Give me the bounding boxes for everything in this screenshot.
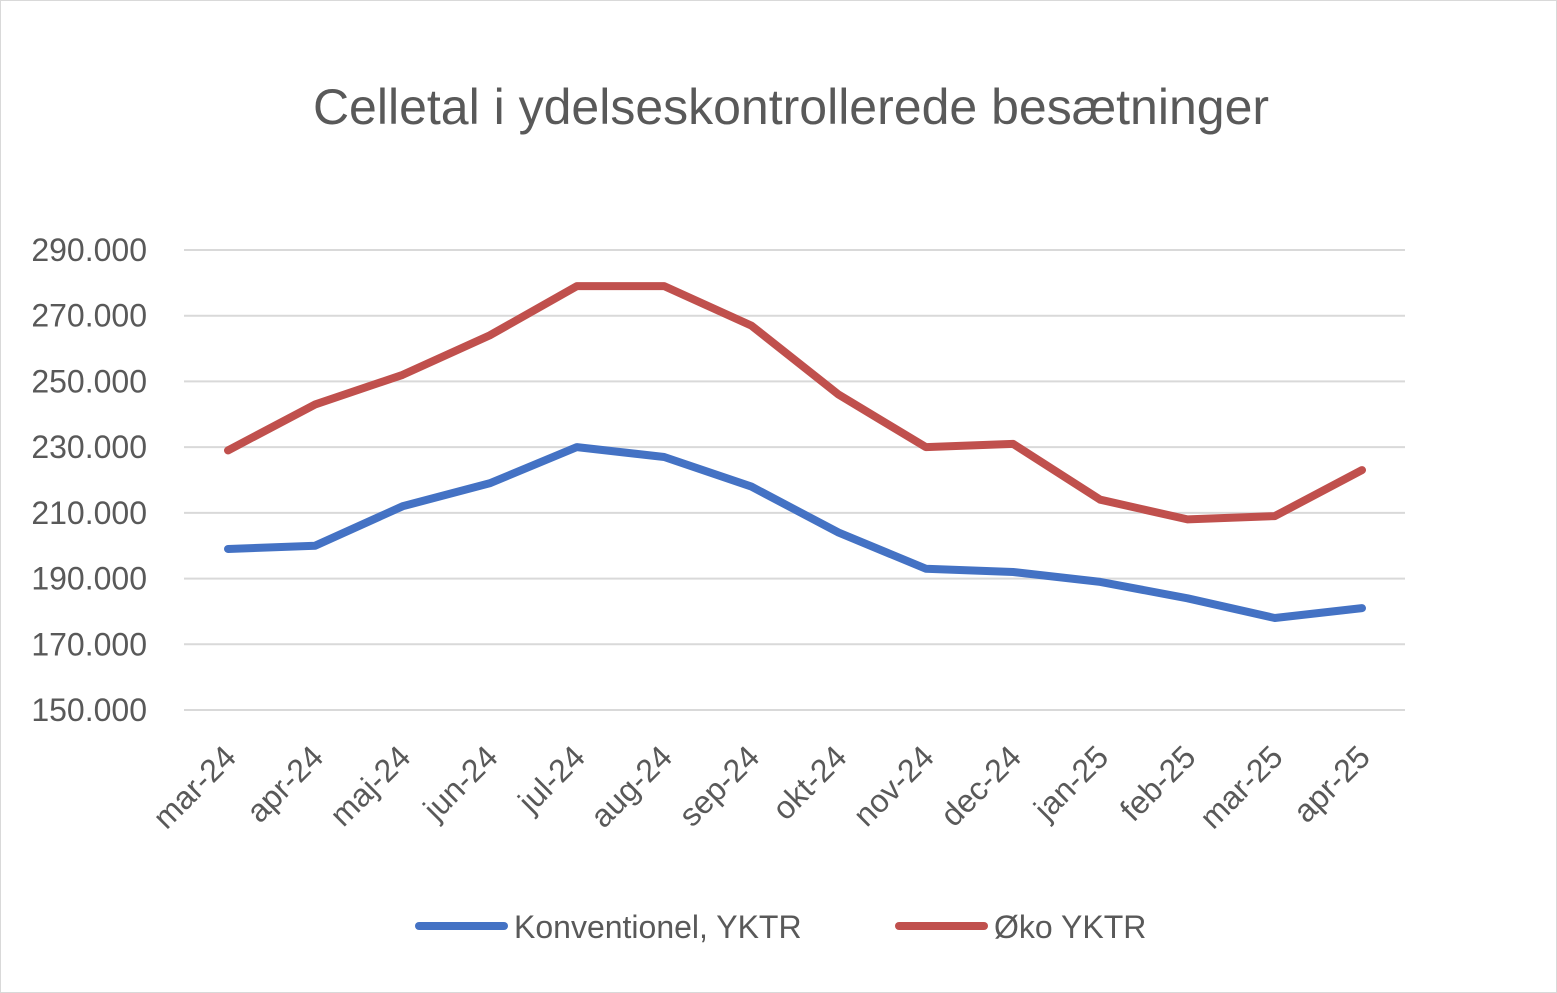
y-tick-label: 150.000 [31, 692, 147, 728]
series-line-1 [224, 443, 1366, 622]
grid-lines [184, 249, 1405, 711]
x-tick-label: jan-25 [1026, 738, 1115, 827]
x-tick-label: maj-24 [323, 738, 418, 833]
x-tick-label: apr-25 [1286, 738, 1377, 829]
series-line-2 [224, 282, 1366, 524]
y-tick-label: 210.000 [31, 495, 147, 531]
y-tick-label: 230.000 [31, 429, 147, 465]
x-tick-label: okt-24 [765, 738, 853, 826]
y-tick-label: 170.000 [31, 626, 147, 662]
y-tick-label: 250.000 [31, 363, 147, 399]
x-tick-label: jul-24 [510, 738, 592, 820]
x-tick-label: aug-24 [583, 738, 679, 834]
y-tick-label: 290.000 [31, 232, 147, 268]
x-tick-label: mar-25 [1193, 738, 1290, 835]
legend: Konventionel, YKTR Øko YKTR [415, 909, 1146, 945]
x-tick-label: jun-24 [416, 738, 505, 827]
x-tick-label: mar-24 [146, 738, 243, 835]
x-tick-label: dec-24 [933, 738, 1028, 833]
y-tick-label: 270.000 [31, 298, 147, 334]
chart-title: Celletal i ydelseskontrollerede besætnin… [313, 79, 1269, 135]
y-tick-label: 190.000 [31, 561, 147, 597]
x-tick-label: sep-24 [672, 738, 767, 833]
x-tick-label: nov-24 [846, 738, 941, 833]
x-tick-label: apr-24 [239, 738, 330, 829]
legend-label-2: Øko YKTR [994, 909, 1146, 945]
series-lines [224, 282, 1366, 622]
legend-label-1: Konventionel, YKTR [514, 909, 802, 945]
x-tick-label: feb-25 [1113, 738, 1203, 828]
y-axis-tick-labels: 150.000 170.000 190.000 210.000 230.000 250.0… [31, 232, 147, 728]
